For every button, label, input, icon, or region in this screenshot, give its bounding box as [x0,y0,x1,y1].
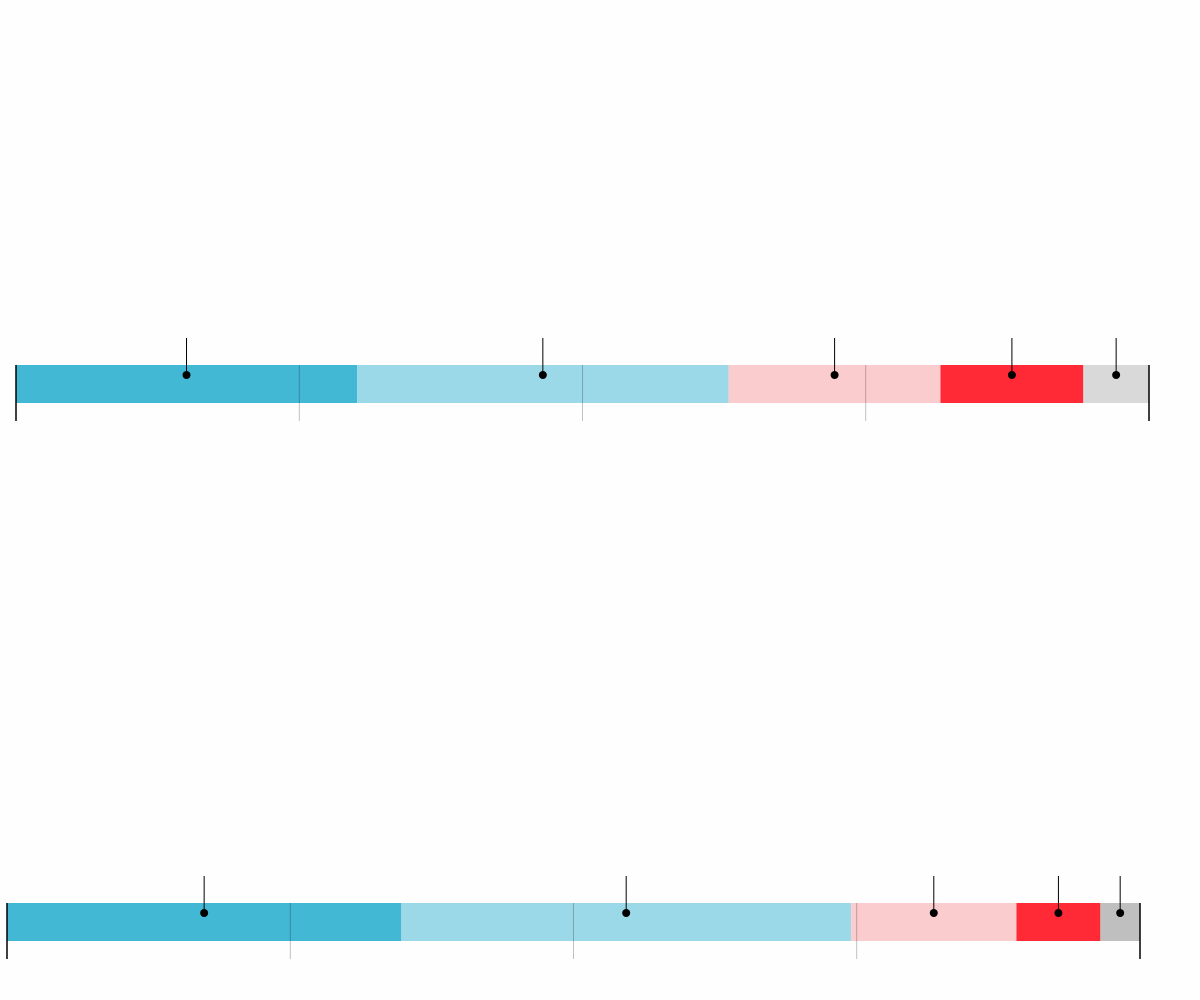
pin-dot [1116,909,1125,917]
pin-dot [1054,909,1063,917]
pin-dot [538,371,547,379]
pin-dot [182,371,191,379]
pin-dot [1112,371,1121,379]
pin-dot [830,371,839,379]
pin-dot [622,909,631,917]
pin-dot [1007,371,1016,379]
pin-dot [929,909,938,917]
pin-dot [200,909,209,917]
